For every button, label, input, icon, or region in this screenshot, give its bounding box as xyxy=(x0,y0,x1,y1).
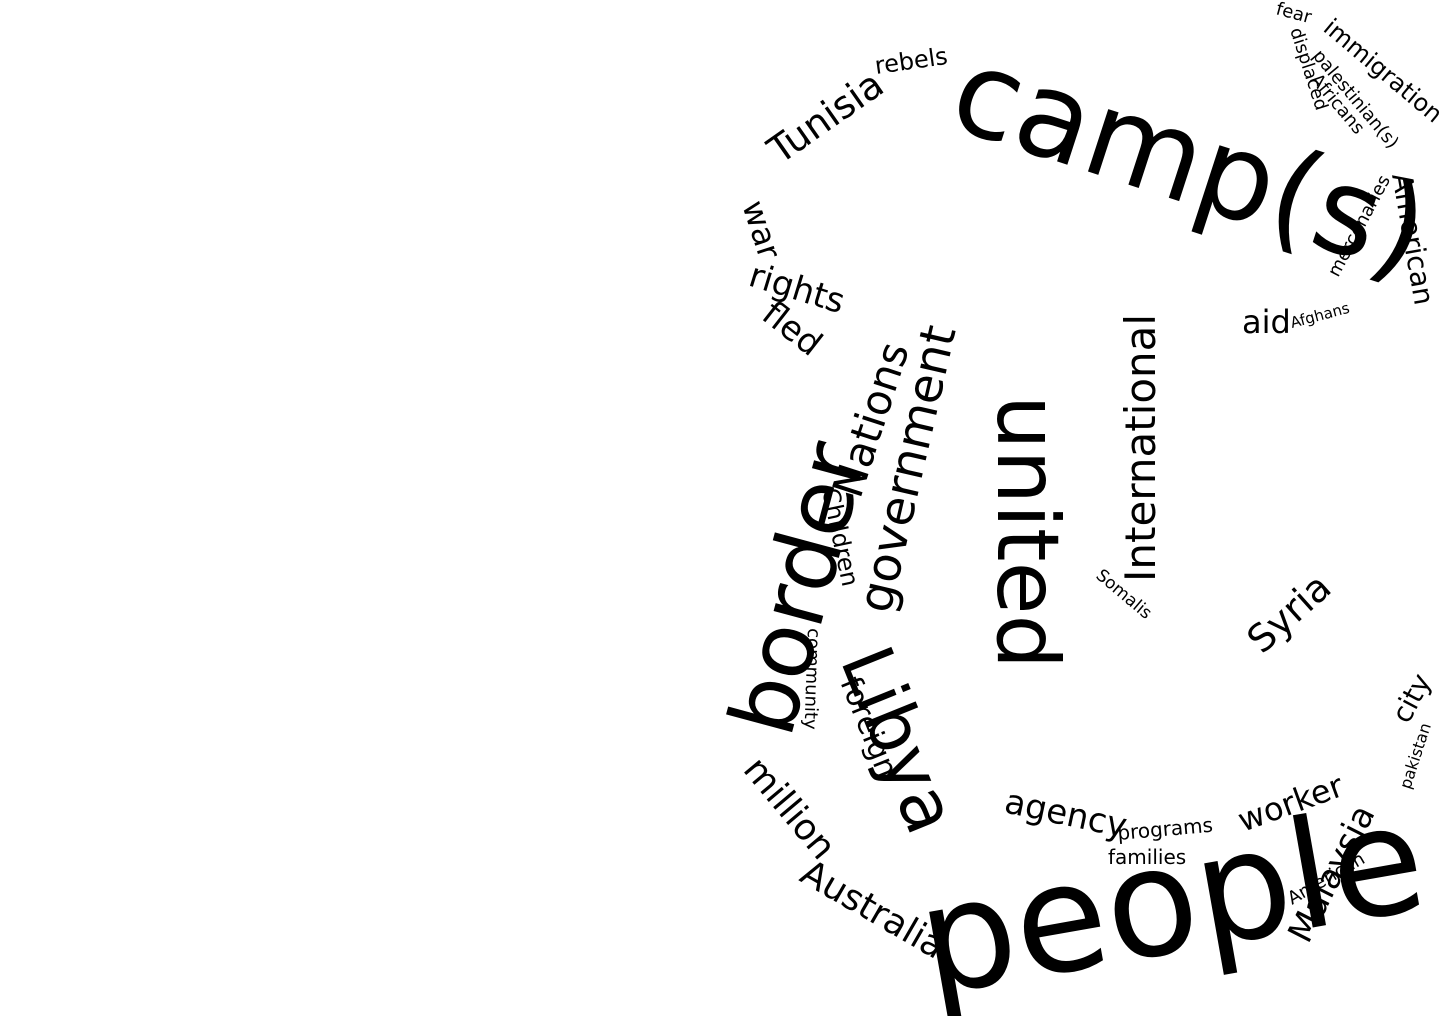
word-community: community xyxy=(799,628,824,731)
word-city: city xyxy=(1385,668,1438,728)
word-libya: Libya xyxy=(824,635,974,845)
word-fear: fear xyxy=(1274,0,1315,28)
word-million: million xyxy=(735,749,843,867)
word-war: war xyxy=(734,196,789,265)
word-pakistan: pakistan xyxy=(1396,720,1435,791)
word-international: International xyxy=(1116,314,1165,582)
word-united: united xyxy=(977,395,1077,669)
word-syria: Syria xyxy=(1239,565,1340,662)
word-tunisia: Tunisia xyxy=(759,62,891,173)
word-aid: aid xyxy=(1242,303,1291,341)
word-afghans: Afghans xyxy=(1288,299,1351,332)
word-families: families xyxy=(1108,845,1186,869)
word-rebels: rebels xyxy=(873,42,949,80)
